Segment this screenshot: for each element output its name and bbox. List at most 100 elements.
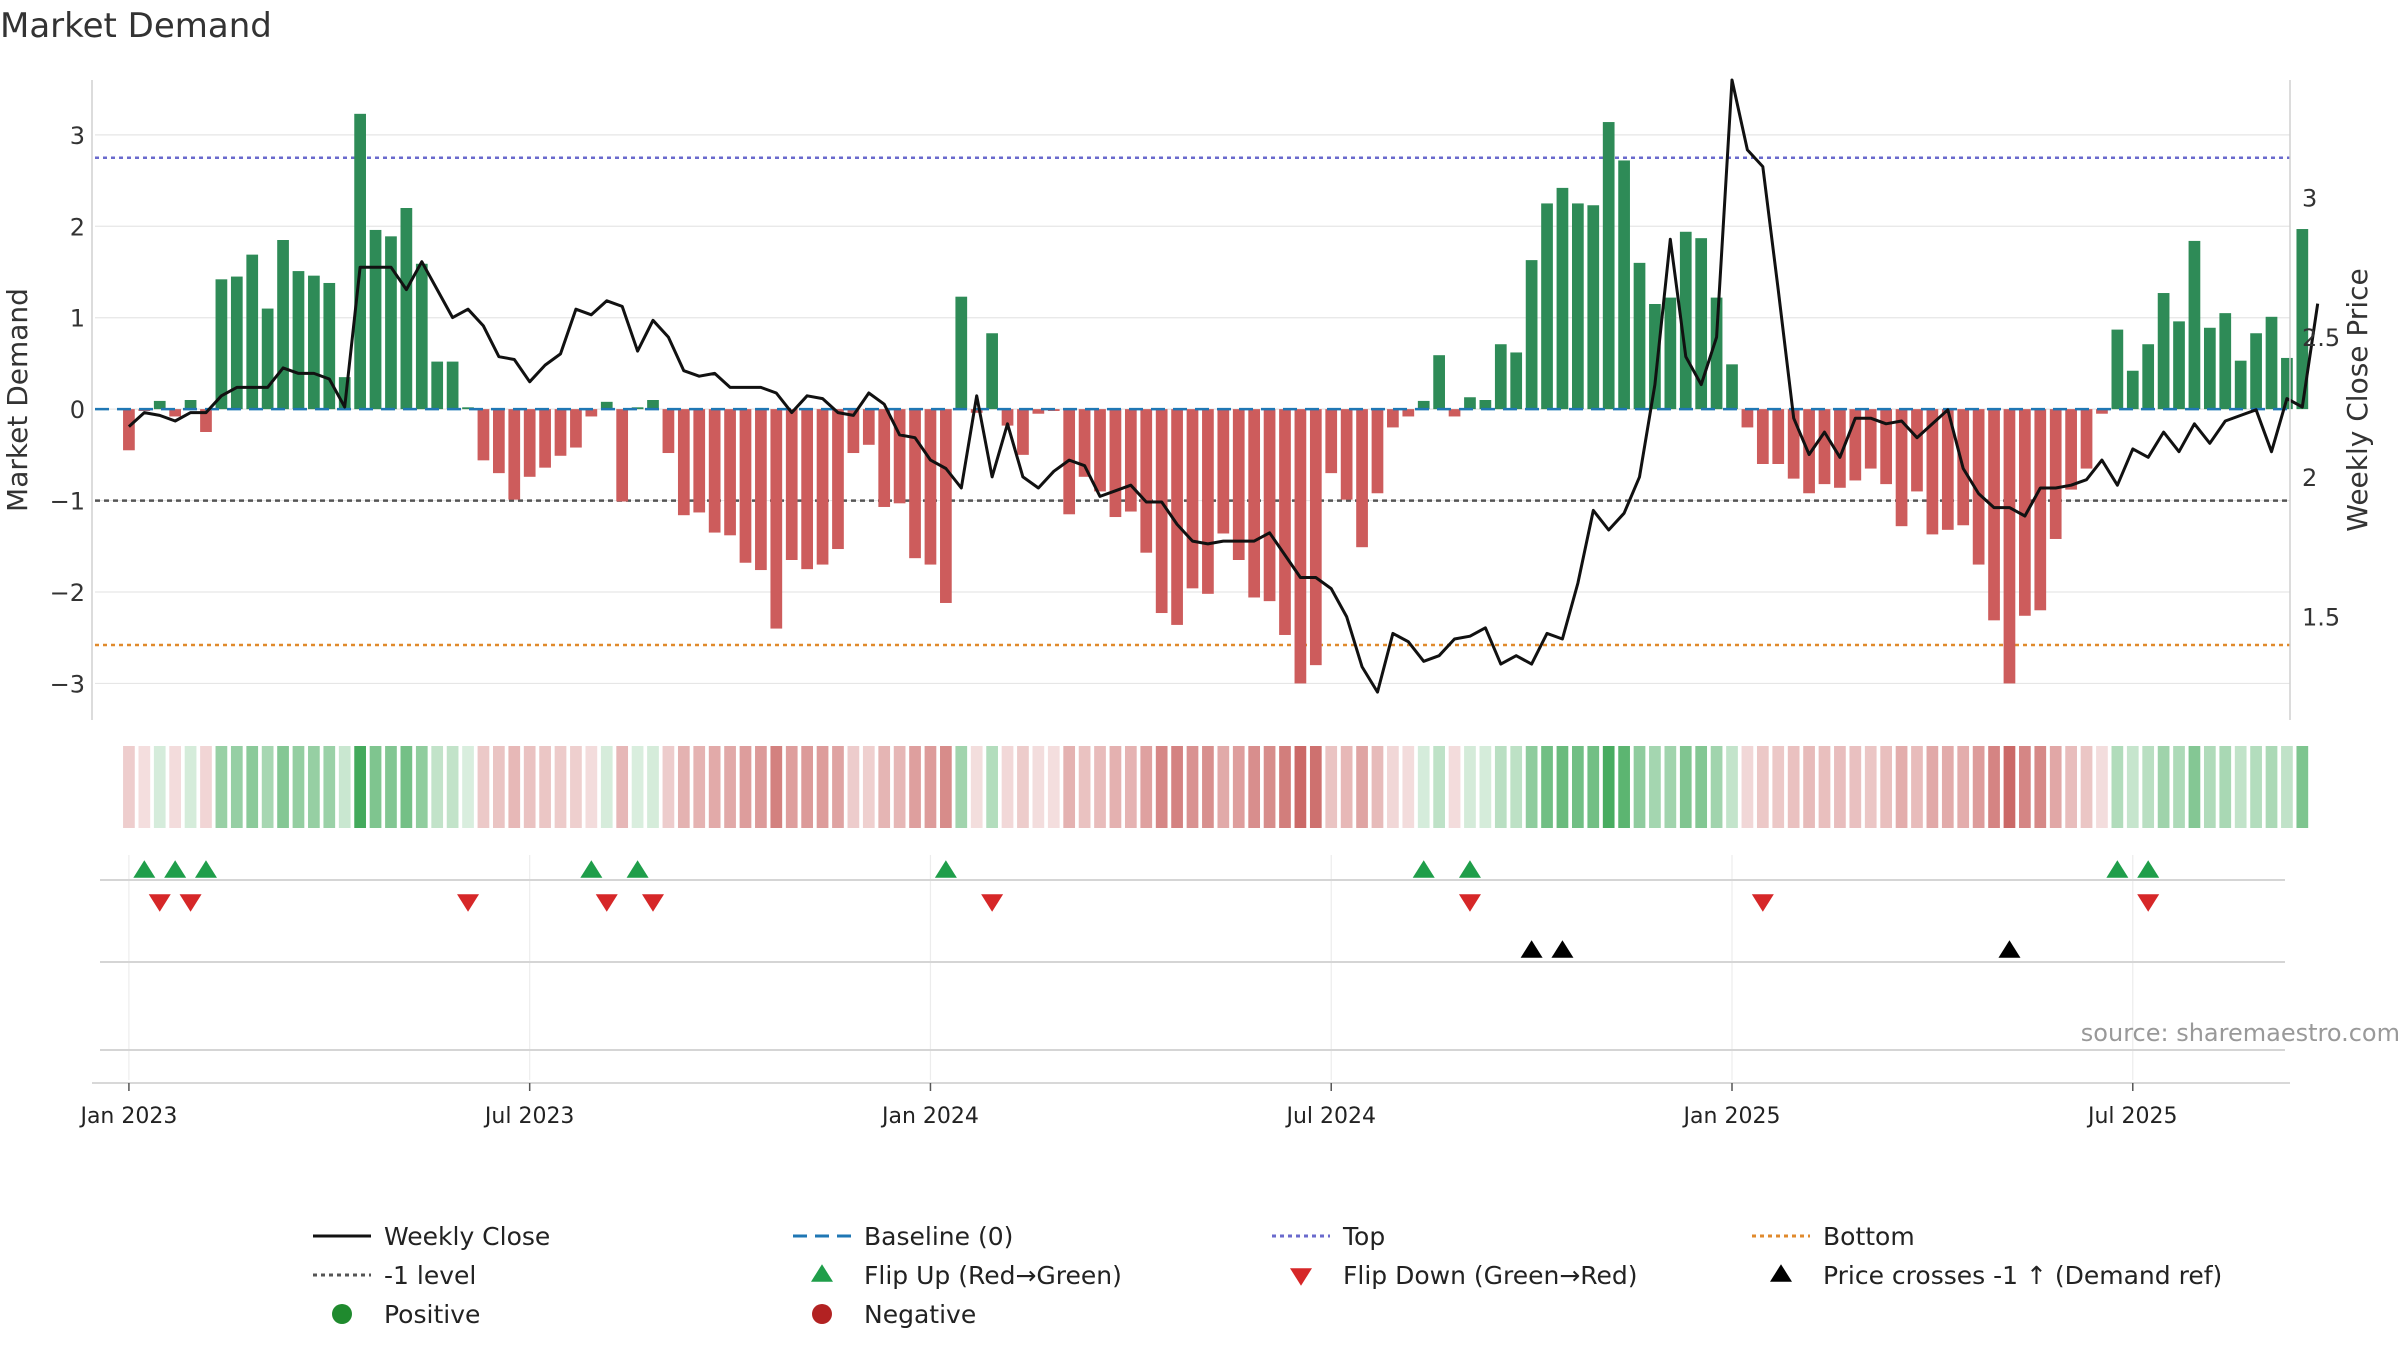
strip-cell — [708, 746, 721, 828]
demand-bar — [1726, 364, 1738, 410]
demand-bar — [893, 409, 906, 504]
strip-cell — [1387, 746, 1399, 828]
strip-cell — [1818, 746, 1831, 828]
demand-bar — [1510, 352, 1523, 410]
strip-cell — [1232, 746, 1245, 828]
demand-bar — [2281, 357, 2293, 410]
flip-up-marker — [2106, 860, 2129, 878]
demand-bar — [2173, 321, 2185, 410]
demand-bar — [1433, 355, 1445, 410]
demand-bar — [1402, 409, 1415, 417]
strip-cell — [446, 746, 459, 828]
strip-cell — [1602, 746, 1615, 828]
strip-cell — [1263, 746, 1276, 828]
flip-up-marker — [164, 860, 187, 878]
demand-bar — [1710, 297, 1723, 410]
strip-cell — [816, 746, 829, 828]
strip-cell — [523, 746, 536, 828]
strip-cell — [1140, 746, 1153, 828]
strip-cell — [215, 746, 228, 828]
demand-bar — [878, 409, 891, 507]
color-strip — [123, 746, 2309, 828]
demand-bar — [1602, 122, 1615, 410]
price-cross-marker — [1520, 940, 1543, 958]
strip-cell — [1772, 746, 1785, 828]
x-axis-ticks: Jan 2023 Jul 2023 Jan 2024 Jul 2024 Jan 2025… — [78, 1083, 2178, 1129]
strip-cell — [292, 746, 305, 828]
demand-bar — [431, 361, 444, 410]
demand-bar — [662, 409, 675, 454]
strip-cell — [1094, 746, 1106, 828]
strip-cell — [2188, 746, 2201, 828]
demand-bar — [2142, 344, 2155, 410]
strip-cell — [1618, 746, 1630, 828]
strip-cell — [616, 746, 629, 828]
demand-bar — [215, 279, 228, 410]
strip-cell — [539, 746, 551, 828]
demand-bar — [1202, 409, 1214, 594]
strip-cell — [1741, 746, 1754, 828]
demand-bar — [2234, 360, 2247, 410]
demand-bar — [2111, 329, 2124, 410]
demand-bar — [277, 240, 289, 410]
demand-bar — [1988, 409, 2000, 621]
demand-bar — [2203, 327, 2216, 410]
strip-cell — [647, 746, 659, 828]
strip-cell — [184, 746, 197, 828]
legend-swatch-triangle-down — [1290, 1268, 1312, 1286]
legend-item: Top — [1272, 1222, 1385, 1251]
strip-cell — [123, 746, 135, 828]
strip-cell — [1941, 746, 1954, 828]
strip-cell — [1109, 746, 1122, 828]
demand-bar — [338, 377, 351, 410]
price-cross-marker — [1551, 940, 1574, 958]
strip-cell — [677, 746, 690, 828]
strip-cell — [338, 746, 351, 828]
strip-cell — [1032, 746, 1045, 828]
demand-bar — [1032, 409, 1045, 414]
demand-bar — [616, 409, 629, 502]
demand-bar — [940, 409, 952, 603]
demand-bar — [1464, 397, 1476, 410]
demand-bar — [677, 409, 690, 516]
legend-item: Price crosses -1 ↑ (Demand ref) — [1770, 1261, 2222, 1290]
x-tick-label: Jul 2025 — [2086, 1104, 2178, 1129]
strip-cell — [2265, 746, 2278, 828]
legend-label: Bottom — [1823, 1222, 1915, 1251]
y2-tick-label: 2.5 — [2302, 324, 2340, 352]
legend-label: Baseline (0) — [864, 1222, 1013, 1251]
demand-bar — [200, 409, 212, 432]
strip-cell — [1479, 746, 1492, 828]
strip-cell — [909, 746, 921, 828]
strip-cell — [2080, 746, 2093, 828]
demand-bar — [585, 409, 598, 417]
strip-cell — [847, 746, 860, 828]
strip-cell — [662, 746, 675, 828]
demand-bar — [400, 208, 413, 410]
strip-cell — [2019, 746, 2031, 828]
strip-cell — [1679, 746, 1692, 828]
strip-cell — [200, 746, 212, 828]
demand-bar — [1941, 409, 1954, 530]
legend-item: Bottom — [1752, 1222, 1915, 1251]
strip-cell — [862, 746, 875, 828]
demand-bar — [323, 282, 336, 410]
demand-bar — [1849, 409, 1862, 481]
strip-cell — [261, 746, 274, 828]
legend-swatch-triangle-up — [811, 1264, 833, 1282]
y-tick-label: 0 — [70, 396, 85, 424]
demand-bar — [708, 409, 721, 533]
demand-bar — [492, 409, 505, 474]
strip-cell — [415, 746, 428, 828]
strip-cell — [1664, 746, 1677, 828]
strip-cell — [1202, 746, 1214, 828]
strip-cell — [1402, 746, 1415, 828]
demand-bar — [1232, 409, 1245, 560]
strip-cell — [1787, 746, 1800, 828]
flip-up-marker — [1412, 860, 1435, 878]
demand-bar — [1248, 409, 1261, 598]
demand-bar — [2049, 409, 2062, 539]
flip-up-marker — [194, 860, 217, 878]
demand-bar — [1556, 187, 1569, 410]
legend-label: Top — [1342, 1222, 1385, 1251]
